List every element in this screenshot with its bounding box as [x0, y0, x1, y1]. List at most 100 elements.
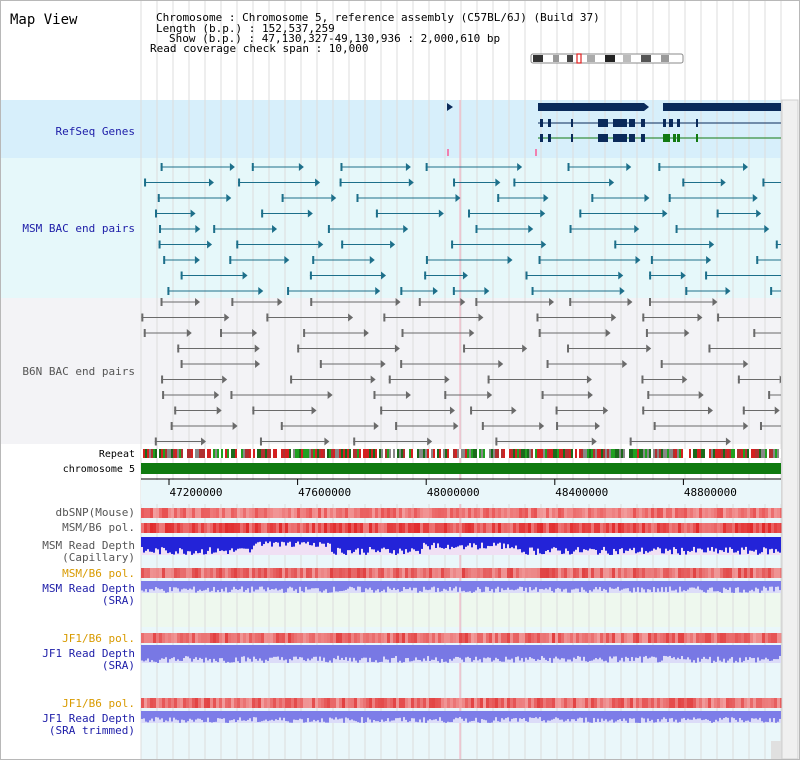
depth-bar — [551, 645, 553, 663]
depth-bar — [165, 581, 167, 593]
repeat-mark — [233, 449, 235, 458]
label-msm-depth-sra[interactable]: MSM Read Depth — [42, 582, 135, 595]
stripe — [660, 508, 663, 518]
gene-arrow-small[interactable] — [447, 103, 453, 111]
stripe — [666, 508, 669, 518]
stripe — [534, 523, 537, 533]
stripe — [453, 508, 456, 518]
stripe — [633, 698, 636, 708]
bac-end-arrow — [255, 360, 261, 368]
depth-bar — [293, 711, 295, 720]
depth-bar — [759, 581, 761, 593]
depth-bar — [603, 711, 605, 721]
gene-block-1[interactable] — [538, 103, 644, 111]
stripe — [756, 523, 759, 533]
depth-bar — [695, 711, 697, 720]
label-msm-depth-capillary[interactable]: MSM Read Depth — [42, 539, 135, 552]
label-b6n-bac[interactable]: B6N BAC end pairs — [22, 365, 135, 378]
stripe — [771, 568, 774, 578]
depth-bar — [713, 581, 715, 592]
depth-bar — [267, 537, 269, 544]
vertical-scrollbar[interactable] — [781, 99, 799, 760]
depth-bar — [177, 645, 179, 660]
refseq-genes-track[interactable] — [447, 103, 781, 156]
stripe — [462, 523, 465, 533]
depth-bar — [297, 645, 299, 660]
bac-end-arrow — [605, 329, 611, 337]
depth-bar — [775, 581, 777, 587]
stripe — [696, 698, 699, 708]
label-jf1-b6-pol-2[interactable]: JF1/B6 pol. — [62, 697, 135, 710]
bac-end-arrow — [586, 375, 592, 384]
depth-bar — [405, 537, 407, 550]
depth-bar — [449, 645, 451, 660]
depth-bar — [715, 645, 717, 662]
label-refseq-genes[interactable]: RefSeq Genes — [56, 125, 135, 138]
exon — [673, 134, 676, 142]
depth-bar — [563, 581, 565, 590]
depth-bar — [697, 645, 699, 658]
depth-bar — [195, 711, 197, 720]
depth-bar — [419, 645, 421, 661]
depth-bar — [553, 537, 555, 548]
depth-bar — [399, 537, 401, 549]
chromosome-ideogram[interactable] — [530, 53, 684, 64]
label-msm-b6-pol-2[interactable]: MSM/B6 pol. — [62, 567, 135, 580]
depth-bar — [271, 581, 273, 590]
stripe — [216, 633, 219, 643]
label-msm-b6-pol[interactable]: MSM/B6 pol. — [62, 521, 135, 534]
stripe — [237, 508, 240, 518]
gene-block-2[interactable] — [663, 103, 781, 111]
repeat-mark — [147, 449, 149, 458]
depth-bar — [713, 645, 715, 661]
stripe — [249, 568, 252, 578]
stripe — [321, 633, 324, 643]
depth-bar — [559, 645, 561, 660]
repeat-mark — [215, 449, 217, 458]
label-jf1-depth-sra[interactable]: JF1 Read Depth — [42, 647, 135, 660]
repeat-mark — [175, 449, 177, 458]
depth-bar — [367, 645, 369, 663]
stripe — [603, 633, 606, 643]
stripe — [375, 698, 378, 708]
depth-bar — [651, 537, 653, 551]
depth-bar — [455, 537, 457, 548]
depth-bar — [315, 645, 317, 657]
depth-bar — [587, 711, 589, 722]
stripe — [366, 698, 369, 708]
depth-bar — [395, 537, 397, 555]
stripe — [279, 523, 282, 533]
label-jf1-b6-pol[interactable]: JF1/B6 pol. — [62, 632, 135, 645]
label-msm-bac[interactable]: MSM BAC end pairs — [22, 222, 135, 235]
bac-end — [487, 375, 490, 384]
stripe — [540, 633, 543, 643]
repeat-mark — [755, 449, 757, 458]
msm-bac-pairs[interactable] — [144, 163, 799, 295]
depth-bar — [171, 645, 173, 659]
depth-bar — [253, 537, 255, 546]
depth-bar — [173, 537, 175, 555]
depth-bar — [637, 537, 639, 553]
label-jf1-depth-trimmed[interactable]: JF1 Read Depth — [42, 712, 135, 725]
depth-bar — [459, 537, 461, 546]
stripe — [693, 508, 696, 518]
stripe — [402, 508, 405, 518]
depth-bar — [509, 581, 511, 590]
stripe — [291, 523, 294, 533]
depth-bar — [221, 581, 223, 589]
depth-bar — [605, 537, 607, 551]
stripe — [699, 698, 702, 708]
repeat-mark — [549, 449, 551, 458]
stripe — [315, 633, 318, 643]
depth-bar — [213, 645, 215, 659]
repeat-mark — [459, 449, 461, 458]
stripe — [183, 523, 186, 533]
depth-bar — [655, 581, 657, 593]
repeat-mark — [759, 449, 761, 458]
label-dbsnp[interactable]: dbSNP(Mouse) — [56, 506, 135, 519]
repeat-mark — [379, 449, 381, 458]
depth-bar — [587, 537, 589, 551]
depth-bar — [681, 645, 683, 657]
b6n-bac-pairs[interactable] — [141, 298, 799, 446]
depth-bar — [417, 711, 419, 723]
